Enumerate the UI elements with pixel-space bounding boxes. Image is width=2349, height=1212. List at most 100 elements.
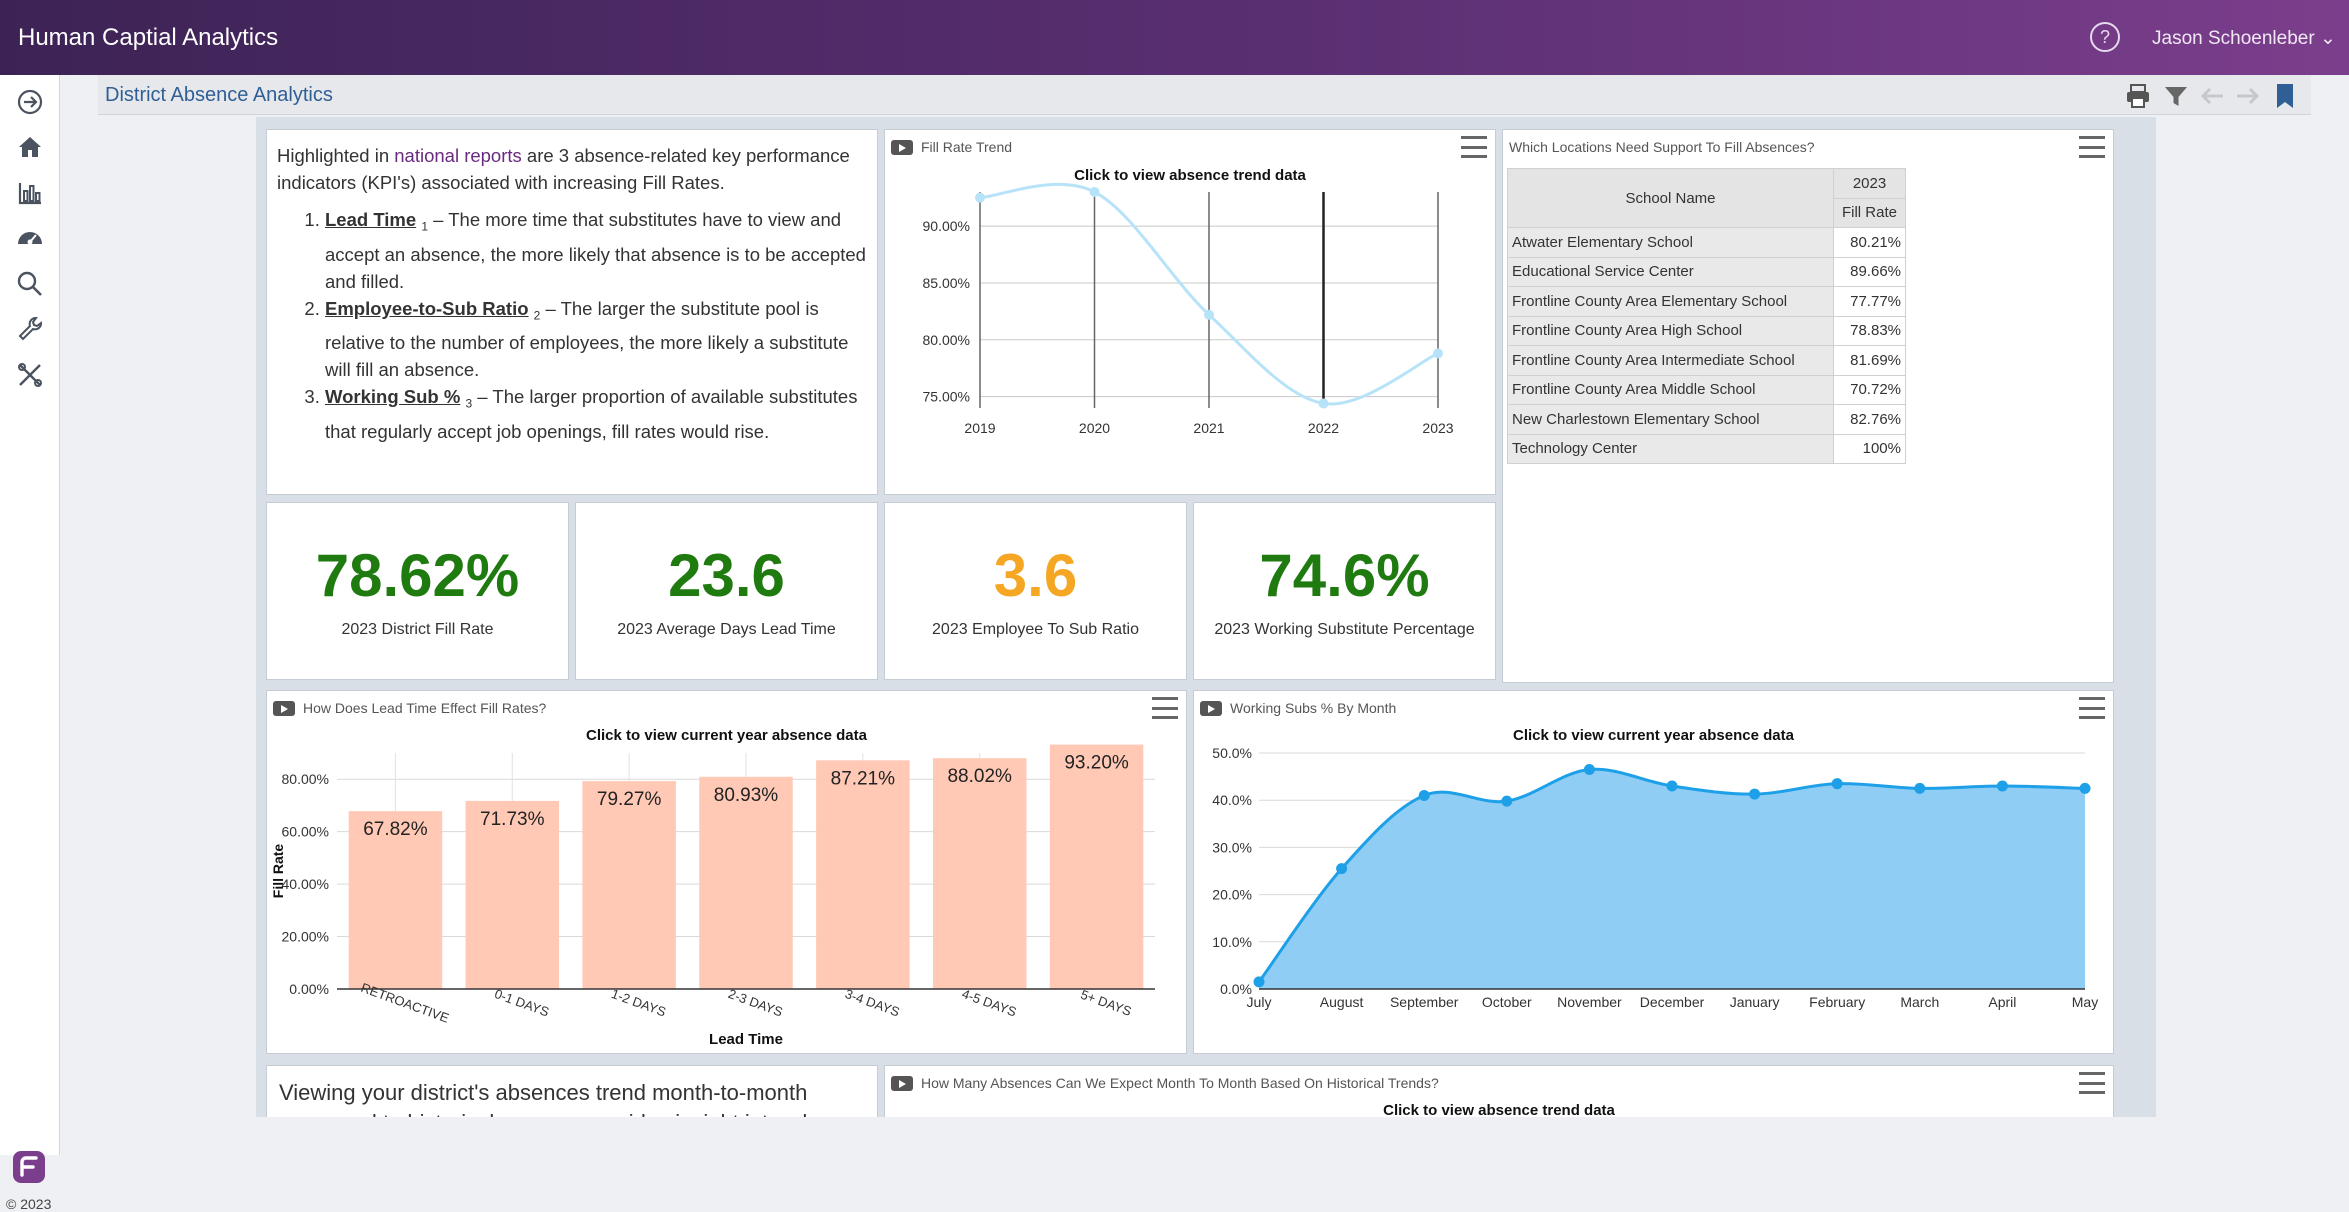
data-point [1749, 788, 1761, 800]
col-school-name[interactable]: School Name [1507, 168, 1834, 228]
data-point [1433, 348, 1443, 359]
table-row[interactable]: Frontline County Area High School 78.83% [1507, 315, 1906, 346]
table-row[interactable]: Frontline County Area Elementary School 7… [1507, 286, 1906, 317]
forward-arrow-icon[interactable] [2233, 81, 2263, 111]
table-row[interactable]: Atwater Elementary School 80.21% [1507, 227, 1906, 258]
chart-subtitle[interactable]: Click to view absence trend data [1074, 167, 1306, 184]
menu-icon[interactable] [1461, 136, 1487, 158]
y-tick-label: 10.0% [1212, 934, 1252, 950]
intro-text-start: Highlighted in [277, 145, 395, 166]
home-icon[interactable] [14, 131, 46, 163]
working-sub-link[interactable]: Working Sub % [325, 386, 461, 408]
national-reports-link[interactable]: national reports [394, 145, 522, 166]
data-point [1318, 398, 1329, 409]
panel-title-text: How Does Lead Time Effect Fill Rates? [303, 700, 547, 716]
footnote-ref: 1 [421, 219, 428, 234]
fill-rate: 100% [1833, 433, 1906, 464]
chart-subtitle[interactable]: Click to view current year absence data [1513, 727, 1794, 744]
dashboard-canvas: Highlighted in national reports are 3 ab… [256, 117, 2156, 1117]
x-tick-label: March [1900, 994, 1939, 1010]
school-name: Frontline County Area Middle School [1507, 374, 1834, 405]
x-tick-label: 0-1 DAYS [493, 986, 552, 1020]
bar [582, 781, 676, 989]
locations-table: School Name 2023 Fill Rate Atwater Eleme… [1507, 168, 1906, 464]
bar [932, 758, 1027, 989]
school-name: Technology Center [1507, 433, 1834, 464]
menu-icon[interactable] [1152, 697, 1178, 719]
x-tick-label: February [1809, 994, 1865, 1010]
kpi-list-item: Employee-to-Sub Ratio 2 – The larger the… [325, 295, 867, 384]
help-icon[interactable]: ? [2090, 22, 2120, 52]
app-title: Human Captial Analytics [18, 24, 279, 51]
menu-icon[interactable] [2079, 136, 2105, 158]
kpi-label: 2023 District Fill Rate [341, 621, 494, 638]
lead-time-link[interactable]: Lead Time [325, 209, 417, 230]
tools-icon[interactable] [14, 359, 46, 391]
table-row[interactable]: New Charlestown Elementary School 82.76% [1507, 404, 1906, 435]
working-subs-area-chart[interactable]: 0.0% 10.0% 20.0% 30.0% 40.0% 50.0% July August S… [1194, 691, 2115, 1055]
kpi-lead-time: 23.6 2023 Average Days Lead Time [575, 502, 878, 680]
fill-rate: 82.76% [1833, 404, 1906, 435]
expected-absences-panel[interactable]: How Many Absences Can We Expect Month To… [884, 1065, 2114, 1117]
kpi-value: 3.6 [993, 542, 1078, 609]
col-fill-rate[interactable]: Fill Rate [1833, 197, 1906, 228]
lead-time-panel[interactable]: How Does Lead Time Effect Fill Rates? Cl… [266, 690, 1187, 1054]
y-tick-label: 0.0% [1220, 981, 1252, 997]
panel-title-text: Which Locations Need Support To Fill Abs… [1509, 139, 1815, 155]
panel-title: Which Locations Need Support To Fill Abs… [1509, 137, 1815, 157]
panel-title: How Many Absences Can We Expect Month To… [891, 1073, 1439, 1093]
working-subs-panel[interactable]: Working Subs % By Month Click to view cu… [1193, 690, 2114, 1054]
frontline-logo-icon [12, 1150, 46, 1184]
fill-rate-trend-panel[interactable]: Fill Rate Trend Click to view absence tr… [884, 129, 1496, 495]
table-row[interactable]: Frontline County Area Middle School 70.72… [1507, 374, 1906, 405]
dashboard-gauge-icon[interactable] [14, 222, 46, 254]
fill-rate-trend-chart[interactable]: 75.00% 80.00% 85.00% 90.00% 2019 2020 2021 2022… [885, 130, 1497, 496]
y-tick-label: 75.00% [923, 389, 970, 405]
school-name: Frontline County Area Intermediate Schoo… [1507, 345, 1834, 376]
kpi-intro-panel: Highlighted in national reports are 3 ab… [266, 129, 878, 495]
bar [1049, 744, 1144, 989]
data-point [1418, 789, 1430, 801]
kpi-employee-sub-ratio: 3.6 2023 Employee To Sub Ratio [884, 502, 1187, 680]
user-menu[interactable]: Jason Schoenleber ⌄ [2152, 27, 2336, 50]
wrench-icon[interactable] [14, 313, 46, 345]
table-row[interactable]: Educational Service Center 89.66% [1507, 256, 1906, 287]
table-row[interactable]: Technology Center 100% [1507, 433, 1906, 464]
sidebar: © 2023 [0, 75, 60, 1212]
trend-intro-panel: Viewing your district's absences trend m… [266, 1065, 878, 1117]
user-name: Jason Schoenleber [2152, 28, 2315, 49]
col-year: 2023 [1833, 168, 1906, 199]
search-icon[interactable] [14, 268, 46, 300]
lead-time-bar-chart[interactable]: 0.00%20.00%40.00%60.00%80.00%67.82%RETRO… [267, 691, 1188, 1055]
bookmark-icon[interactable] [2270, 81, 2300, 111]
y-tick-label: 80.00% [282, 771, 329, 787]
kpi-value: 78.62% [315, 542, 520, 609]
bar [816, 760, 910, 989]
back-arrow-icon[interactable] [2197, 81, 2227, 111]
chart-subtitle[interactable]: Click to view current year absence data [586, 727, 867, 744]
copyright: © 2023 [6, 1196, 52, 1212]
expand-arrow-icon[interactable] [14, 86, 46, 118]
filter-icon[interactable] [2161, 81, 2191, 111]
intro-text-end: are 3 absence-related key performance in… [277, 145, 850, 193]
table-row[interactable]: Frontline County Area Intermediate Schoo… [1507, 345, 1906, 376]
employee-sub-ratio-link[interactable]: Employee-to-Sub Ratio [325, 297, 529, 319]
x-tick-label: 2020 [1079, 420, 1110, 436]
x-tick-label: 2022 [1308, 420, 1339, 436]
chart-subtitle[interactable]: Click to view absence trend data [1383, 1102, 1615, 1117]
menu-icon[interactable] [2079, 697, 2105, 719]
y-tick-label: 30.0% [1212, 839, 1252, 855]
print-icon[interactable] [2123, 81, 2153, 111]
top-bar: Human Captial Analytics ? Jason Schoenle… [0, 0, 2349, 75]
fill-rate: 78.83% [1833, 315, 1906, 346]
kpi-description: – The larger proportion of available sub… [325, 386, 858, 443]
school-name: Frontline County Area Elementary School [1507, 286, 1834, 317]
intro-paragraph: Highlighted in national reports are 3 ab… [277, 142, 867, 196]
school-name: Educational Service Center [1507, 256, 1834, 287]
data-point [1336, 863, 1348, 875]
menu-icon[interactable] [2079, 1072, 2105, 1094]
bar-chart-icon[interactable] [14, 177, 46, 209]
video-icon [891, 139, 913, 155]
bar [465, 800, 560, 989]
fill-rate: 89.66% [1833, 256, 1906, 287]
